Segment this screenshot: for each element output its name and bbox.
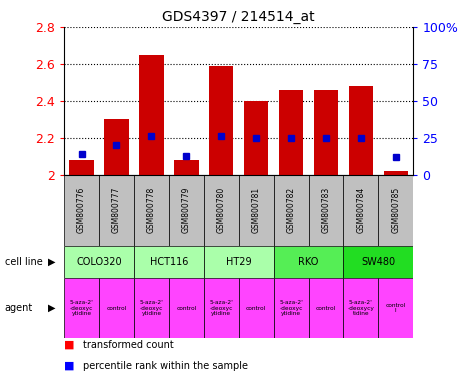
Bar	[279, 90, 303, 175]
Text: GSM800780: GSM800780	[217, 187, 226, 233]
Text: COLO320: COLO320	[76, 257, 122, 267]
Bar	[204, 278, 238, 338]
Bar	[244, 101, 268, 175]
Text: HT29: HT29	[226, 257, 251, 267]
Bar	[309, 278, 343, 338]
Bar	[379, 278, 413, 338]
Text: GSM800782: GSM800782	[286, 187, 295, 233]
Text: GSM800779: GSM800779	[182, 187, 191, 233]
Text: control: control	[106, 306, 127, 311]
Bar	[314, 90, 338, 175]
Text: 5-aza-2'
-deoxycy
tidine: 5-aza-2' -deoxycy tidine	[347, 300, 374, 316]
Bar	[134, 278, 169, 338]
Text: ▶: ▶	[48, 303, 55, 313]
Text: GSM800781: GSM800781	[252, 187, 261, 233]
Bar	[238, 175, 274, 246]
Bar	[64, 278, 99, 338]
Bar	[64, 175, 99, 246]
Text: control: control	[246, 306, 266, 311]
Text: transformed count: transformed count	[83, 340, 174, 350]
Text: GSM800784: GSM800784	[356, 187, 365, 233]
Title: GDS4397 / 214514_at: GDS4397 / 214514_at	[162, 10, 315, 25]
Text: percentile rank within the sample: percentile rank within the sample	[83, 361, 248, 371]
Text: ■: ■	[64, 361, 75, 371]
Text: GSM800778: GSM800778	[147, 187, 156, 233]
Bar	[169, 278, 204, 338]
Bar	[169, 175, 204, 246]
Text: 5-aza-2'
-deoxyc
ytidine: 5-aza-2' -deoxyc ytidine	[279, 300, 303, 316]
Bar	[174, 160, 199, 175]
Bar	[343, 175, 379, 246]
Text: control
l: control l	[386, 303, 406, 313]
Text: control: control	[316, 306, 336, 311]
Bar	[343, 278, 379, 338]
Text: GSM800785: GSM800785	[391, 187, 400, 233]
Bar	[238, 278, 274, 338]
Bar	[204, 175, 238, 246]
Bar	[69, 160, 94, 175]
Bar	[379, 175, 413, 246]
Text: 5-aza-2'
-deoxyc
ytidine: 5-aza-2' -deoxyc ytidine	[140, 300, 163, 316]
Bar	[204, 246, 274, 278]
Text: ▶: ▶	[48, 257, 55, 267]
Text: agent: agent	[5, 303, 33, 313]
Text: GSM800783: GSM800783	[322, 187, 331, 233]
Bar	[134, 246, 204, 278]
Bar	[99, 175, 134, 246]
Bar	[209, 66, 233, 175]
Bar	[274, 278, 309, 338]
Text: SW480: SW480	[361, 257, 395, 267]
Text: HCT116: HCT116	[150, 257, 188, 267]
Bar	[104, 119, 129, 175]
Bar	[64, 246, 134, 278]
Bar	[349, 86, 373, 175]
Text: GSM800776: GSM800776	[77, 187, 86, 233]
Bar	[139, 55, 163, 175]
Bar	[384, 171, 408, 175]
Text: 5-aza-2'
-deoxyc
ytidine: 5-aza-2' -deoxyc ytidine	[70, 300, 94, 316]
Text: 5-aza-2'
-deoxyc
ytidine: 5-aza-2' -deoxyc ytidine	[209, 300, 233, 316]
Bar	[134, 175, 169, 246]
Bar	[99, 278, 134, 338]
Text: GSM800777: GSM800777	[112, 187, 121, 233]
Bar	[343, 246, 413, 278]
Text: ■: ■	[64, 340, 75, 350]
Text: RKO: RKO	[298, 257, 319, 267]
Bar	[274, 246, 343, 278]
Text: control: control	[176, 306, 197, 311]
Bar	[274, 175, 309, 246]
Text: cell line: cell line	[5, 257, 42, 267]
Bar	[309, 175, 343, 246]
